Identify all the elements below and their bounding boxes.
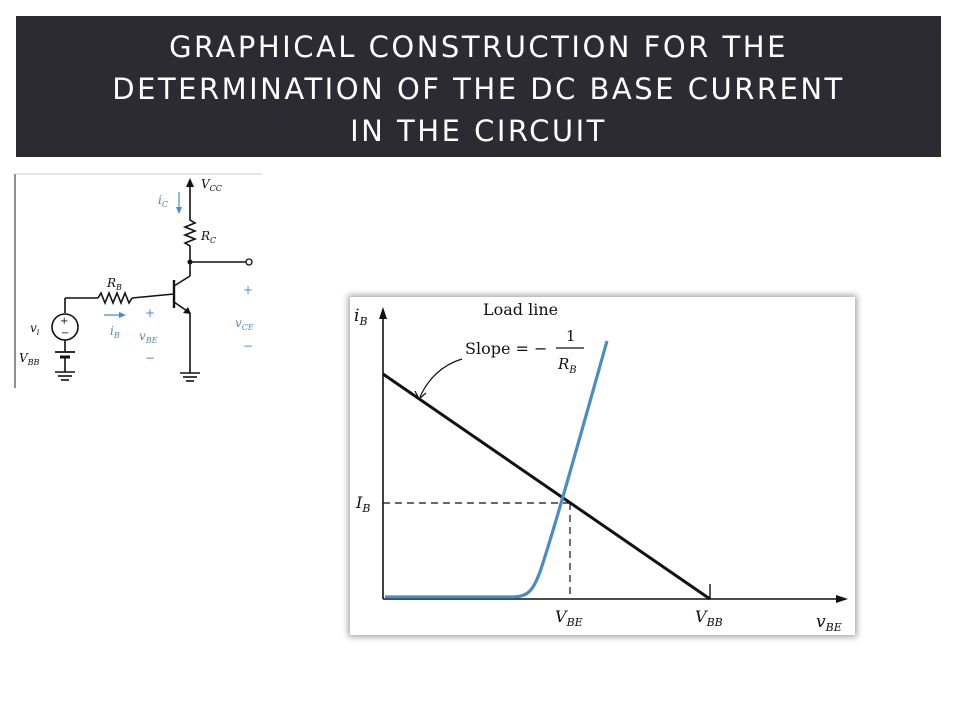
slide-title: GRAPHICAL CONSTRUCTION FOR THE DETERMINA…	[112, 22, 844, 152]
vce-minus: −	[243, 339, 253, 353]
vi-label: vi	[30, 321, 40, 337]
emitter-arrow-icon	[183, 307, 191, 314]
y-axis-label: iB	[354, 306, 368, 328]
graph-panel: iB vBE Load line Slope = − 1 RB IB VBE V…	[350, 297, 855, 635]
y-axis-arrow-icon	[379, 307, 387, 319]
ib-value-label: IB	[355, 493, 370, 515]
vi-source-minus: −	[61, 328, 69, 339]
ib-arrow-icon	[119, 312, 126, 318]
vi-source-plus: +	[60, 316, 68, 327]
slope-label: Slope = −	[465, 339, 547, 358]
x-axis-label: vBE	[816, 612, 842, 634]
input-characteristic-curve	[385, 340, 609, 599]
vcc-arrow-icon	[186, 178, 194, 187]
slope-denominator: RB	[557, 355, 577, 376]
vbb-value-label: VBB	[695, 607, 723, 629]
callout-arrowhead-icon	[414, 390, 427, 400]
output-terminal	[245, 258, 253, 266]
base-wire-right	[131, 293, 175, 299]
vbe-minus: −	[145, 351, 155, 365]
ic-arrow-icon	[176, 207, 182, 214]
title-banner: GRAPHICAL CONSTRUCTION FOR THE DETERMINA…	[16, 16, 941, 157]
circuit-svg: VCC iC RC RB iB + vBE −	[14, 173, 262, 388]
title-line-1: GRAPHICAL CONSTRUCTION FOR THE	[169, 29, 788, 64]
load-line	[382, 372, 711, 601]
vbe-value-label: VBE	[555, 607, 583, 629]
slope-callout-arrow	[419, 358, 463, 398]
vbb-label: VBB	[19, 351, 40, 367]
rc-resistor	[182, 216, 198, 262]
rc-label: RC	[200, 229, 216, 245]
ib-label: iB	[110, 324, 120, 340]
rb-label: RB	[106, 276, 122, 292]
ic-label: iC	[158, 193, 168, 209]
vce-label: vCE	[235, 316, 254, 332]
title-line-2: DETERMINATION OF THE DC BASE CURRENT	[112, 71, 845, 106]
vbe-label: vBE	[139, 329, 158, 345]
circuit-schematic: VCC iC RC RB iB + vBE −	[14, 172, 264, 390]
load-line-label: Load line	[483, 300, 558, 319]
vce-plus: +	[243, 283, 253, 297]
vbe-plus: +	[145, 306, 155, 320]
slope-numerator: 1	[566, 327, 576, 345]
graph-svg: iB vBE Load line Slope = − 1 RB IB VBE V…	[354, 300, 848, 634]
vcc-label: VCC	[201, 177, 222, 193]
transistor-collector	[173, 275, 191, 287]
x-axis-arrow-icon	[836, 595, 848, 603]
title-line-3: IN THE CIRCUIT	[350, 113, 607, 148]
rb-resistor	[97, 290, 133, 306]
